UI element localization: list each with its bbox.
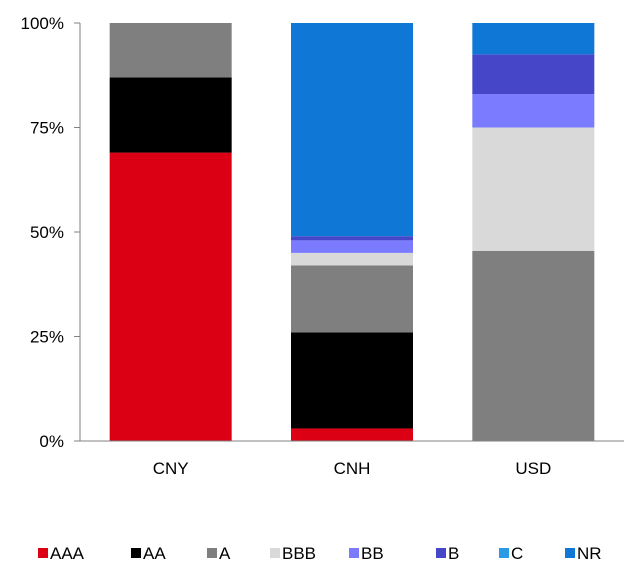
- legend-label-a: A: [219, 544, 231, 563]
- legend-swatch-aa: [131, 548, 141, 558]
- bar-segment-cnh-bbb: [291, 252, 413, 266]
- y-tick-label: 100%: [21, 14, 64, 33]
- legend-label-b: B: [448, 544, 459, 563]
- legend-swatch-bbb: [270, 548, 280, 558]
- legend-label-bbb: BBB: [282, 544, 316, 563]
- legend-swatch-b: [436, 548, 446, 558]
- bar-segment-usd-nr: [472, 23, 595, 55]
- bar-segment-cnh-nr: [291, 23, 413, 237]
- y-tick-label: 0%: [39, 432, 64, 451]
- bar-segment-cny-aaa: [109, 152, 232, 441]
- legend-swatch-a: [207, 548, 217, 558]
- bar-segment-cnh-bb: [291, 240, 413, 253]
- bar-segment-cnh-a: [291, 265, 413, 333]
- y-tick-label: 75%: [30, 119, 64, 138]
- legend-label-nr: NR: [577, 544, 602, 563]
- bar-segment-cny-aa: [109, 77, 232, 153]
- bar-segment-cnh-b: [291, 236, 413, 241]
- legend-swatch-aaa: [38, 548, 48, 558]
- x-tick-label: USD: [515, 459, 551, 478]
- axes: CNY CNH USD 0% 25% 50% 75% 100%: [21, 14, 624, 478]
- bar-segment-cnh-aaa: [291, 428, 413, 441]
- legend: AAA AA A BBB BB B C NR: [38, 544, 602, 563]
- x-tick-label: CNY: [153, 459, 189, 478]
- bar-segment-usd-a: [472, 250, 595, 441]
- legend-label-c: C: [511, 544, 523, 563]
- bar-segment-cny-a: [109, 23, 232, 78]
- bars-layer: [109, 23, 595, 441]
- legend-swatch-bb: [349, 548, 359, 558]
- legend-swatch-c: [499, 548, 509, 558]
- bar-segment-usd-bb: [472, 94, 595, 128]
- y-tick-label: 25%: [30, 328, 64, 347]
- legend-label-aa: AA: [143, 544, 166, 563]
- bar-segment-usd-b: [472, 54, 595, 95]
- y-tick-label: 50%: [30, 223, 64, 242]
- bar-segment-usd-bbb: [472, 127, 595, 251]
- legend-label-aaa: AAA: [50, 544, 85, 563]
- x-tick-label: CNH: [334, 459, 371, 478]
- bar-segment-cnh-aa: [291, 332, 413, 429]
- legend-swatch-nr: [565, 548, 575, 558]
- legend-label-bb: BB: [361, 544, 384, 563]
